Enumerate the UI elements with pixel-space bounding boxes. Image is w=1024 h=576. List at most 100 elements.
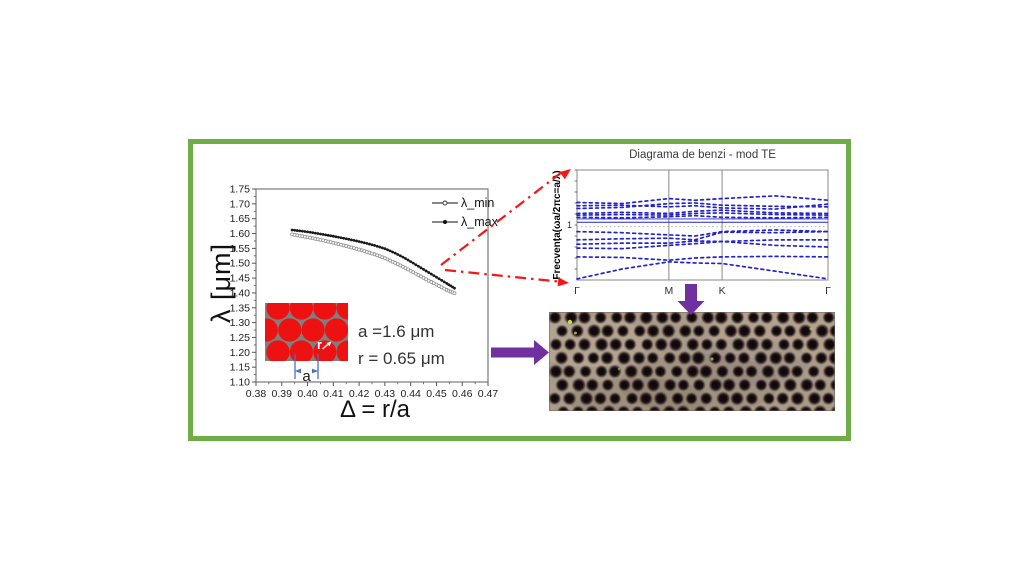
series-marker [334, 235, 338, 239]
series-marker [306, 230, 309, 234]
series-marker [339, 236, 343, 240]
photo-hole [738, 404, 754, 411]
lattice-parameters: a =1.6 μm r = 0.65 μm [358, 318, 445, 372]
photo-hole [645, 377, 662, 393]
photo-hole [798, 404, 814, 411]
photo-hole [571, 351, 586, 365]
series-marker [344, 237, 348, 241]
photo-hole [608, 337, 624, 352]
photo-hole [821, 391, 835, 406]
series-marker [440, 278, 443, 282]
photo-hole [584, 377, 600, 393]
series-marker [362, 241, 366, 245]
r-radius-label: r [317, 338, 322, 352]
photo-hole [654, 312, 670, 325]
photo-hole [622, 312, 638, 325]
photo-hole [744, 391, 759, 406]
series-marker [417, 264, 420, 268]
series-marker [404, 257, 407, 260]
photo-hole [563, 312, 579, 326]
photo-hole [584, 404, 600, 411]
photo-hole [601, 404, 617, 411]
photo-hole [759, 312, 774, 325]
photo-hole [640, 337, 655, 352]
series-line-λ_min [292, 234, 455, 294]
photo-hole [790, 364, 805, 379]
photo-hole [814, 350, 829, 366]
photo-hole [669, 364, 684, 379]
series-marker [422, 267, 425, 271]
photo-hole [782, 377, 799, 393]
photo-hole [814, 323, 830, 339]
photo-hole [775, 391, 790, 406]
y-tick-label: 1.15 [230, 362, 251, 374]
photo-hole [677, 350, 693, 366]
photo-hole [713, 312, 730, 326]
photo-hole [593, 336, 610, 353]
param-a-text: a =1.6 μm [358, 322, 435, 341]
photonic-band [576, 194, 829, 205]
series-marker [303, 230, 307, 233]
photo-hole [586, 351, 601, 365]
photonic-band [576, 203, 829, 210]
series-marker [331, 234, 335, 238]
y-tick-label: 1.70 [230, 198, 251, 210]
photo-hole [623, 337, 637, 352]
photo-hole [652, 390, 669, 407]
series-marker [432, 274, 436, 278]
photo-hole [676, 378, 691, 392]
photo-hole [721, 404, 736, 411]
photo-hole [698, 363, 714, 380]
photo-speck [574, 331, 577, 335]
photo-hole [708, 377, 724, 393]
photo-hole [723, 351, 737, 365]
y-tick-label: 1.30 [230, 317, 251, 329]
photonic-band [576, 255, 829, 262]
photo-hole [653, 336, 669, 353]
delta-axis-label: Δ = r/a [339, 396, 411, 423]
photo-hole [549, 337, 563, 352]
photo-hole [638, 312, 655, 326]
photo-hole [578, 364, 593, 379]
x-tick-label: 0.42 [349, 388, 370, 400]
y-tick-label: 1.10 [230, 377, 251, 389]
photo-hole [561, 390, 577, 407]
photo-hole [677, 323, 693, 339]
photo-speck [710, 357, 714, 361]
photo-hole [685, 337, 701, 352]
photo-hole [729, 390, 745, 407]
series-marker [337, 235, 340, 239]
photo-hole [806, 390, 823, 407]
photo-hole [632, 324, 647, 338]
photo-hole [754, 378, 769, 392]
lattice-hole [313, 340, 337, 361]
band-diagram-title: Diagrama de benzi - mod TE [629, 149, 776, 161]
y-tick-label: 1.65 [230, 213, 251, 225]
series-marker [357, 240, 361, 243]
lattice-hole [301, 318, 325, 342]
photo-hole [660, 323, 677, 339]
photo-hole [569, 323, 585, 339]
photo-hole [608, 391, 622, 406]
photo-hole [821, 336, 835, 353]
y-tick-label: 1.40 [230, 287, 251, 299]
photo-hole [784, 405, 799, 411]
photo-hole [737, 377, 752, 393]
photo-hole [775, 312, 791, 326]
series-marker [396, 253, 400, 256]
series-marker [295, 229, 299, 232]
photo-hole [744, 336, 761, 353]
photo-hole [554, 377, 570, 393]
photo-hole [645, 323, 661, 339]
photonic-band [576, 230, 829, 241]
photo-hole [625, 391, 640, 406]
photo-hole [744, 364, 759, 379]
series-marker [301, 229, 304, 233]
k-point-label: Γ [825, 285, 831, 297]
lattice-hole [336, 340, 348, 361]
photo-hole [600, 323, 616, 339]
lattice-schematic: ar [265, 303, 348, 385]
photo-hole [586, 323, 602, 339]
series-marker [308, 230, 312, 234]
photo-hole [607, 363, 623, 380]
